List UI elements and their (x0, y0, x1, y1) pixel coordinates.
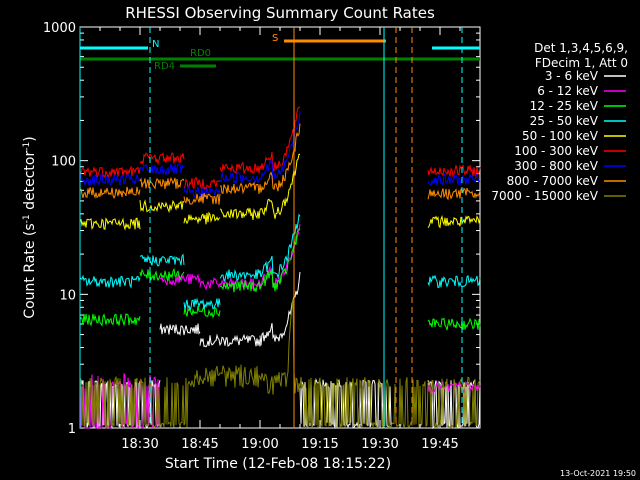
series-line (79, 106, 481, 191)
legend-label: 7000 - 15000 keV (491, 189, 598, 203)
legend-label: 6 - 12 keV (537, 84, 599, 98)
legend-label: 800 - 7000 keV (507, 174, 599, 188)
legend-label: 12 - 25 keV (530, 99, 599, 113)
series-group (79, 106, 481, 430)
chart-title: RHESSI Observing Summary Count Rates (125, 4, 435, 22)
y-axis-label-part: ) (22, 136, 38, 141)
legend-label: 25 - 50 keV (530, 114, 599, 128)
x-tick-label: 19:45 (421, 437, 458, 452)
y-axis-label-part: detector (22, 151, 38, 215)
series-line (79, 298, 481, 430)
x-axis-label: Start Time (12-Feb-08 18:15:22) (165, 456, 391, 472)
series-line (79, 123, 481, 205)
vertical-markers (79, 27, 463, 428)
y-tick-label: 10 (59, 288, 76, 303)
flag-label-rd4: RD4 (154, 61, 175, 72)
flag-label-s: S (272, 33, 278, 44)
legend-label: 3 - 6 keV (545, 69, 599, 83)
legend-label: 300 - 800 keV (514, 159, 598, 173)
flag-bars: N S RD0 RD4 (80, 33, 480, 72)
footer-timestamp: 13-Oct-2021 19:50 (560, 469, 636, 478)
y-tick-label: 1 (68, 422, 76, 437)
x-tick-label: 18:30 (121, 437, 158, 452)
x-tick-label: 19:00 (241, 437, 278, 452)
legend-label: 50 - 100 keV (522, 129, 599, 143)
series-line (79, 228, 481, 331)
legend: Det 1,3,4,5,6,9,FDecim 1, Att 03 - 6 keV… (491, 41, 628, 203)
x-tick-label: 19:30 (361, 437, 398, 452)
flag-label-n: N (152, 39, 159, 50)
y-axis-label-part: Count Rate (s (22, 223, 38, 318)
series-line (79, 111, 481, 199)
flag-label-rd0: RD0 (190, 48, 211, 59)
series-line (79, 153, 481, 231)
legend-label: 100 - 300 keV (514, 144, 598, 158)
x-tick-label: 19:15 (301, 437, 338, 452)
y-axis-label-part: -1 (22, 214, 32, 223)
legend-header-line: Det 1,3,4,5,6,9, (534, 41, 628, 55)
series-line (79, 213, 481, 311)
x-tick-label: 18:45 (181, 437, 218, 452)
legend-header-line: FDecim 1, Att 0 (535, 56, 628, 70)
y-axis-label: Count Rate (s-1 detector-1) (22, 136, 38, 318)
y-tick-label: 100 (51, 155, 76, 170)
axes: 18:30 18:45 19:00 19:15 19:30 19:45 1 10 100 1000… (22, 21, 481, 452)
y-tick-label: 1000 (43, 21, 76, 36)
y-axis-label-part: -1 (22, 142, 32, 151)
